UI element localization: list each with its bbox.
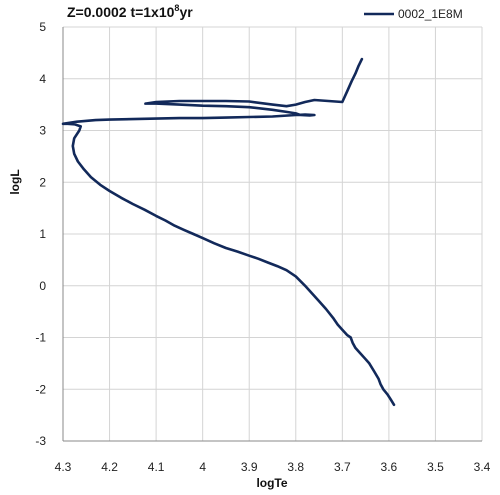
chart-title-main: Z=0.0002 t=1x10: [67, 4, 175, 20]
y-tick-label: 2: [39, 175, 46, 189]
x-tick-label: 4.1: [148, 460, 165, 474]
x-tick-label: 3.4: [474, 460, 491, 474]
x-tick-label: 4: [199, 460, 206, 474]
chart-title-superscript: 8: [174, 3, 179, 13]
x-axis-title: logTe: [256, 476, 287, 490]
x-tick-label: 3.6: [381, 460, 398, 474]
plot-grid: [62, 26, 483, 442]
y-tick-label: -2: [35, 382, 46, 396]
x-tick-label: 4.3: [55, 460, 72, 474]
series-line-0002_1E8M: [61, 57, 396, 407]
series-layer: [61, 57, 396, 407]
chart-title-unit: yr: [179, 4, 193, 20]
x-tick-label: 4.2: [101, 460, 118, 474]
y-axis-title: logL: [8, 169, 22, 194]
x-tick-label: 3.7: [334, 460, 351, 474]
legend-label: 0002_1E8M: [398, 7, 463, 21]
x-tick-label: 3.8: [287, 460, 304, 474]
y-tick-label: 3: [39, 124, 46, 138]
y-tick-label: 5: [39, 20, 46, 34]
x-tick-label: 3.9: [241, 460, 258, 474]
legend: 0002_1E8M: [364, 7, 463, 21]
y-tick-label: 0: [39, 279, 46, 293]
y-tick-label: -3: [35, 434, 46, 448]
y-tick-label: 1: [39, 227, 46, 241]
x-tick-labels: 4.3 4.2 4.1 4 3.9 3.8 3.7 3.6 3.5 3.4: [55, 460, 491, 474]
y-tick-label: 4: [39, 72, 46, 86]
y-tick-label: -1: [35, 331, 46, 345]
chart-title: Z=0.0002 t=1x108yr: [67, 3, 193, 20]
x-tick-label: 3.5: [427, 460, 444, 474]
y-tick-labels: 5 4 3 2 1 0 -1 -2 -3: [35, 20, 46, 448]
